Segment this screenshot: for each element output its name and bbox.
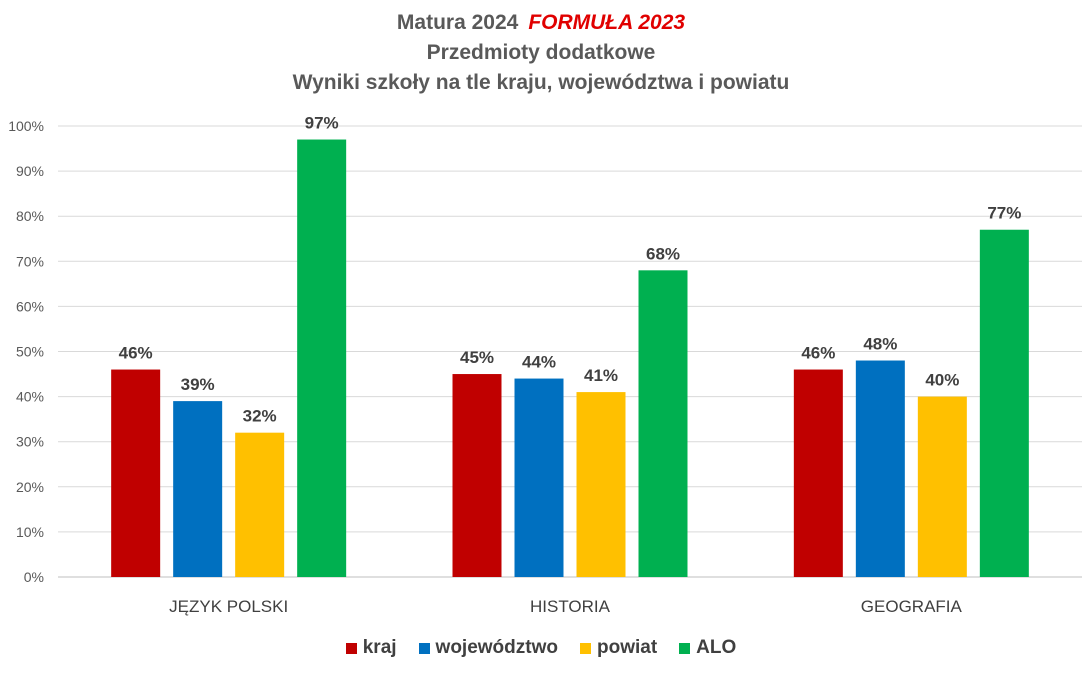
bar xyxy=(917,396,967,577)
y-tick-label: 100% xyxy=(8,118,44,134)
data-label: 32% xyxy=(243,407,277,426)
y-tick-label: 20% xyxy=(16,479,44,495)
legend-swatch xyxy=(579,642,591,654)
data-label: 45% xyxy=(460,348,494,367)
chart-title: Matura 2024 FORMUŁA 2023 Przedmioty dodat… xyxy=(0,8,1082,98)
legend-item: kraj xyxy=(345,637,397,659)
bar xyxy=(979,229,1029,578)
legend-item: powiat xyxy=(579,637,658,659)
bar xyxy=(297,139,347,577)
y-tick-label: 70% xyxy=(16,253,44,269)
data-label: 39% xyxy=(181,375,215,394)
y-tick-label: 50% xyxy=(16,344,44,360)
data-label: 68% xyxy=(646,244,680,263)
legend-label: województwo xyxy=(435,637,558,658)
title-highlight: FORMUŁA 2023 xyxy=(528,11,686,34)
title-line-1: Matura 2024 FORMUŁA 2023 xyxy=(0,8,1082,38)
bar xyxy=(514,378,564,577)
category-label: HISTORIA xyxy=(530,597,611,616)
bar xyxy=(855,360,905,577)
y-tick-label: 90% xyxy=(16,163,44,179)
bar xyxy=(173,401,223,577)
bar xyxy=(638,270,688,577)
data-label: 46% xyxy=(801,344,835,363)
bar xyxy=(111,369,161,577)
data-label: 48% xyxy=(863,335,897,354)
legend-swatch xyxy=(679,642,691,654)
bar xyxy=(452,374,502,577)
title-line-2: Przedmioty dodatkowe xyxy=(426,41,656,64)
y-tick-label: 10% xyxy=(16,524,44,540)
title-main: Matura 2024 xyxy=(396,11,519,34)
legend-item: ALO xyxy=(679,637,736,659)
y-tick-label: 40% xyxy=(16,389,44,405)
data-label: 46% xyxy=(119,344,153,363)
legend-label: ALO xyxy=(696,637,737,658)
title-line-3: Wyniki szkoły na tle kraju, województwa … xyxy=(292,71,790,94)
data-label: 77% xyxy=(987,204,1021,223)
legend-swatch xyxy=(345,642,357,654)
legend-swatch xyxy=(418,642,430,654)
chart-legend: kraj województwo powiat ALO xyxy=(0,637,1082,659)
data-label: 97% xyxy=(305,114,339,133)
y-tick-label: 60% xyxy=(16,298,44,314)
bar xyxy=(576,392,626,577)
y-tick-label: 30% xyxy=(16,434,44,450)
bar xyxy=(793,369,843,577)
y-tick-label: 0% xyxy=(24,569,44,585)
data-label: 44% xyxy=(522,353,556,372)
category-label: JĘZYK POLSKI xyxy=(169,597,288,616)
bar xyxy=(235,432,285,577)
legend-label: powiat xyxy=(596,637,658,658)
legend-label: kraj xyxy=(362,637,397,658)
y-tick-label: 80% xyxy=(16,208,44,224)
category-label: GEOGRAFIA xyxy=(861,597,963,616)
data-label: 41% xyxy=(584,366,618,385)
legend-item: województwo xyxy=(418,637,558,659)
data-label: 40% xyxy=(925,371,959,390)
